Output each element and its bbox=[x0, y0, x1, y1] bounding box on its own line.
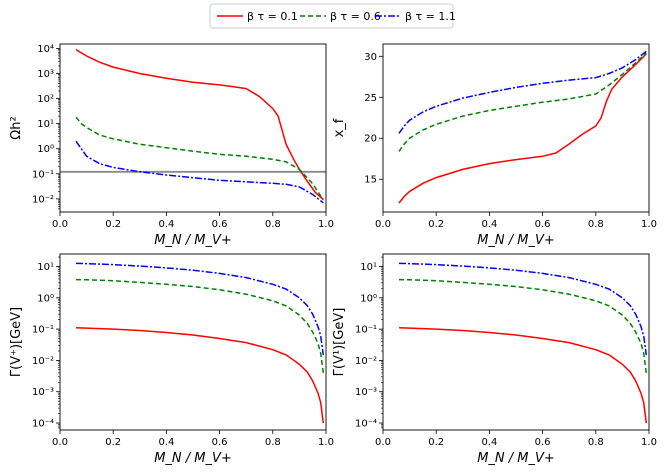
y-tick-label: 10⁰ bbox=[37, 144, 54, 155]
x-tick-label: 0.0 bbox=[52, 437, 68, 448]
y-tick-label: 10⁻² bbox=[32, 356, 54, 367]
legend-frame bbox=[209, 3, 454, 29]
y-tick-label: 10⁻⁴ bbox=[355, 419, 377, 430]
x-tick-label: 0.4 bbox=[158, 219, 174, 230]
x-tick-label: 0.2 bbox=[105, 437, 121, 448]
x-tick-label: 0.6 bbox=[535, 437, 551, 448]
y-tick-label: 10² bbox=[37, 94, 54, 105]
x-tick-label: 0.0 bbox=[52, 219, 68, 230]
legend: β τ = 0.1 β τ = 0.6 β τ = 1.1 bbox=[209, 3, 456, 29]
y-tick-label: 10⁻² bbox=[355, 356, 377, 367]
x-tick-label: 0.4 bbox=[481, 437, 497, 448]
x-tick-label: 0.2 bbox=[428, 437, 444, 448]
y-tick-label: 25 bbox=[364, 93, 377, 104]
y-tick-label: 30 bbox=[364, 52, 377, 63]
y-tick-label: 10⁻³ bbox=[32, 387, 54, 398]
series-line-0 bbox=[75, 327, 325, 424]
x-axis-label: M_N / M_V+ bbox=[154, 451, 232, 466]
axes-frame bbox=[59, 43, 327, 213]
x-tick-label: 1.0 bbox=[318, 219, 334, 230]
x-axis-label: M_N / M_V+ bbox=[477, 233, 555, 248]
x-axis-label: M_N / M_V+ bbox=[154, 233, 232, 248]
series-line-1 bbox=[75, 116, 324, 201]
series-line-2 bbox=[398, 262, 648, 356]
x-tick-label: 0.6 bbox=[535, 219, 551, 230]
panel-omega: 10⁻² 10⁻¹ 10⁰ 10¹ 10² 10³ 10⁴ 0.0 0.2 0.4 0.6 0.8 1.… bbox=[9, 43, 334, 248]
y-axis-label: Γ(V⁺)[GeV] bbox=[9, 307, 24, 377]
legend-label-2: β τ = 1.1 bbox=[405, 10, 456, 23]
axes-frame bbox=[382, 253, 650, 431]
series-line-2 bbox=[398, 50, 647, 134]
y-tick-label: 10⁰ bbox=[37, 293, 54, 304]
x-tick-label: 0.4 bbox=[158, 437, 174, 448]
x-tick-label: 0.8 bbox=[588, 437, 604, 448]
y-tick-label: 10¹ bbox=[37, 119, 54, 130]
axes-frame bbox=[59, 253, 327, 431]
y-tick-label: 10¹ bbox=[360, 262, 377, 273]
y-axis-label: Ωh² bbox=[9, 116, 24, 139]
x-tick-label: 0.4 bbox=[481, 219, 497, 230]
axes-frame bbox=[382, 43, 650, 213]
series-line-0 bbox=[398, 327, 648, 424]
y-tick-label: 10⁻¹ bbox=[32, 325, 54, 336]
x-axis-label: M_N / M_V+ bbox=[477, 451, 555, 466]
x-tick-label: 0.6 bbox=[212, 219, 228, 230]
series-line-0 bbox=[398, 53, 647, 204]
series-line-1 bbox=[398, 52, 647, 152]
x-tick-label: 0.0 bbox=[375, 437, 391, 448]
panel-width-neutral: 10⁻⁴ 10⁻³ 10⁻² 10⁻¹ 10⁰ 10¹ 0.0 0.2 0.4 0.6 0.8 1.0… bbox=[332, 253, 657, 466]
y-tick-label: 15 bbox=[364, 175, 377, 186]
x-tick-label: 1.0 bbox=[318, 437, 334, 448]
y-tick-label: 10⁰ bbox=[360, 293, 377, 304]
panel-width-charged: 10⁻⁴ 10⁻³ 10⁻² 10⁻¹ 10⁰ 10¹ 0.0 0.2 0.4 0.6 0.8 1.0… bbox=[9, 253, 334, 466]
x-tick-label: 0.2 bbox=[105, 219, 121, 230]
series-line-1 bbox=[398, 278, 648, 373]
x-tick-label: 0.0 bbox=[375, 219, 391, 230]
y-tick-label: 10⁻¹ bbox=[355, 325, 377, 336]
x-tick-label: 0.8 bbox=[265, 219, 281, 230]
y-tick-label: 20 bbox=[364, 134, 377, 145]
y-axis-label: Γ(V¹)[GeV] bbox=[332, 308, 347, 377]
x-tick-label: 1.0 bbox=[641, 437, 657, 448]
y-tick-label: 10¹ bbox=[37, 262, 54, 273]
series-line-2 bbox=[75, 140, 324, 204]
x-tick-label: 0.8 bbox=[588, 219, 604, 230]
x-tick-label: 0.6 bbox=[212, 437, 228, 448]
y-tick-label: 10⁻² bbox=[32, 194, 54, 205]
panel-xf: 15 20 25 30 0.0 0.2 0.4 0.6 0.8 1.0 M_N / M_V+ x_f bbox=[332, 43, 657, 248]
y-tick-label: 10³ bbox=[37, 69, 54, 80]
series-line-1 bbox=[75, 278, 325, 373]
x-tick-label: 1.0 bbox=[641, 219, 657, 230]
legend-label-0: β τ = 0.1 bbox=[247, 10, 298, 23]
y-tick-label: 10⁻⁴ bbox=[32, 419, 54, 430]
y-tick-label: 10⁻³ bbox=[355, 387, 377, 398]
series-line-2 bbox=[75, 262, 325, 356]
y-tick-label: 10⁴ bbox=[37, 44, 54, 55]
x-tick-label: 0.2 bbox=[428, 219, 444, 230]
y-axis-label: x_f bbox=[332, 118, 347, 137]
legend-label-1: β τ = 0.6 bbox=[330, 10, 381, 23]
y-tick-label: 10⁻¹ bbox=[32, 169, 54, 180]
x-tick-label: 0.8 bbox=[265, 437, 281, 448]
series-line-0 bbox=[75, 48, 324, 200]
